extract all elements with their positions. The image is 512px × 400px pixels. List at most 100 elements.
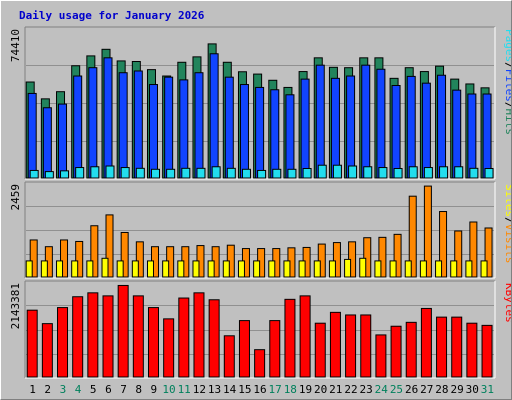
- x-tick-label: 5: [90, 383, 97, 396]
- pages-bar: [135, 167, 145, 179]
- sites-bar: [40, 260, 48, 278]
- files-bar: [452, 89, 462, 179]
- sites-bar: [56, 260, 64, 278]
- x-tick-label: 28: [435, 383, 448, 396]
- kbytes-bar: [41, 323, 53, 378]
- kbytes-bar: [405, 321, 417, 378]
- visits-bar: [484, 227, 493, 278]
- kbytes-bar: [72, 296, 84, 378]
- visits-bar: [454, 230, 463, 278]
- pages-bar: [287, 168, 297, 179]
- x-tick-label: 20: [314, 383, 327, 396]
- files-bar: [103, 57, 113, 179]
- pages-bar: [150, 168, 160, 179]
- files-bar: [209, 53, 219, 179]
- visits-bar: [332, 242, 341, 278]
- sites-bar: [389, 260, 397, 278]
- x-tick-label: 29: [450, 383, 463, 396]
- x-tick-label: 14: [223, 383, 237, 396]
- x-tick-label: 13: [208, 383, 221, 396]
- files-bar: [239, 84, 249, 179]
- visits-bar: [423, 185, 432, 278]
- pages-bar: [302, 168, 312, 179]
- files-bar: [421, 82, 431, 179]
- pages-bar: [393, 168, 403, 179]
- sites-bar: [359, 257, 367, 278]
- kbytes-bar: [481, 324, 493, 378]
- kbytes-bar: [87, 292, 99, 378]
- visits-bar: [75, 240, 84, 278]
- x-tick-label: 25: [390, 383, 403, 396]
- files-bar: [437, 74, 447, 179]
- pages-bar: [469, 167, 479, 179]
- files-bar: [300, 78, 310, 179]
- legend-visits: Visits: [503, 224, 512, 264]
- sites-bar: [283, 260, 291, 278]
- kbytes-bar: [117, 284, 129, 378]
- pages-bar: [75, 167, 85, 179]
- files-bar: [391, 84, 401, 179]
- pages-bar: [29, 169, 39, 179]
- files-bar: [73, 75, 83, 179]
- kbytes-bar: [26, 309, 38, 378]
- pages-bar: [226, 167, 236, 179]
- sites-bar: [344, 258, 352, 278]
- kbytes-bar: [132, 295, 144, 378]
- sites-bar: [253, 260, 261, 278]
- sites-bar: [177, 260, 185, 278]
- x-tick-label: 17: [269, 383, 282, 396]
- files-bar: [330, 77, 340, 179]
- sites-bar: [268, 260, 276, 278]
- x-tick-label: 24: [375, 383, 389, 396]
- x-tick-label: 2: [44, 383, 51, 396]
- sites-bar: [435, 260, 443, 278]
- files-bar: [482, 93, 492, 179]
- sites-bar: [450, 260, 458, 278]
- kbytes-bar: [208, 299, 220, 378]
- pages-bar: [272, 168, 282, 179]
- x-tick-label: 10: [162, 383, 175, 396]
- visits-bar: [469, 221, 478, 278]
- legend-sites: Sites: [503, 184, 512, 217]
- files-bar: [376, 68, 386, 179]
- files-bar: [58, 103, 68, 179]
- pages-bar: [166, 168, 176, 179]
- visits-bar: [378, 236, 387, 278]
- kbytes-bar: [299, 295, 311, 378]
- sites-bar: [313, 260, 321, 278]
- pages-bar: [439, 166, 449, 179]
- sites-bar: [328, 260, 336, 278]
- files-bar: [361, 64, 371, 179]
- sites-bar: [222, 260, 230, 278]
- x-tick-label: 1: [29, 383, 36, 396]
- chart-title: Daily usage for January 2026: [19, 9, 205, 22]
- legend-kbytes: KBytes: [503, 283, 512, 323]
- pages-bar: [332, 164, 342, 179]
- pages-bar: [181, 167, 191, 179]
- kbytes-bar: [345, 314, 357, 378]
- x-tick-label: 3: [60, 383, 67, 396]
- sites-bar: [207, 260, 215, 278]
- visits-bar: [439, 211, 448, 278]
- sites-bar: [71, 260, 79, 278]
- pages-bar: [196, 167, 206, 179]
- x-tick-label: 18: [284, 383, 297, 396]
- x-tick-label: 9: [151, 383, 158, 396]
- files-bar: [88, 67, 98, 179]
- visits-bar: [90, 225, 99, 278]
- kbytes-bar: [314, 322, 326, 378]
- visits-bar: [105, 214, 114, 278]
- pages-bar: [60, 170, 70, 179]
- x-tick-label: 16: [253, 383, 266, 396]
- sites-bar: [162, 260, 170, 278]
- x-tick-label: 26: [405, 383, 418, 396]
- pages-bar: [363, 166, 373, 179]
- files-bar: [42, 107, 52, 179]
- pages-bar: [105, 165, 115, 179]
- x-tick-label: 27: [420, 383, 433, 396]
- right-legend: Pages/Files/Hits: [503, 29, 512, 135]
- sites-bar: [465, 260, 473, 278]
- x-tick-label: 22: [344, 383, 357, 396]
- kbytes-bar: [269, 320, 281, 378]
